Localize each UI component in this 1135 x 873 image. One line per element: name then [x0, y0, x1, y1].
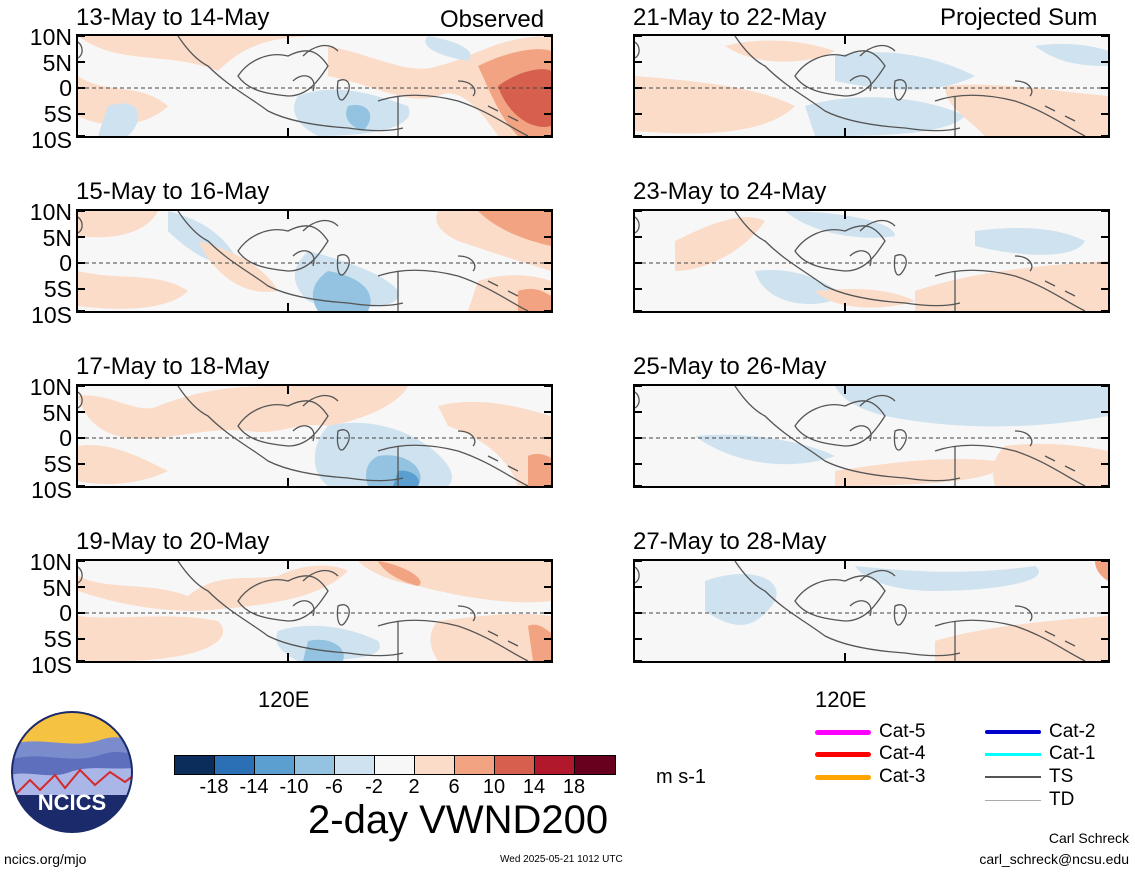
- legend-item: Cat-4: [815, 743, 925, 765]
- panel-title: 13-May to 14-May: [76, 4, 270, 31]
- colorbar-swatch: [375, 756, 415, 774]
- panel-title: 21-May to 22-May: [633, 4, 827, 31]
- colorbar-swatch: [295, 756, 335, 774]
- legend-swatch: [815, 774, 871, 780]
- lat-label: 0: [59, 600, 72, 626]
- lat-label: 5S: [43, 276, 72, 302]
- legend-item: Cat-2: [985, 721, 1095, 743]
- legend-item: TD: [985, 789, 1074, 811]
- colorbar-tick-label: 10: [482, 776, 506, 798]
- lat-label: 0: [59, 250, 72, 276]
- map-panel: [76, 34, 553, 138]
- panel-title: 17-May to 18-May: [76, 353, 270, 380]
- lat-label: 5S: [43, 626, 72, 652]
- map-panel: [76, 559, 553, 663]
- colorbar-tick-label: 18: [562, 776, 586, 798]
- colorbar-tick-label: -18: [199, 776, 229, 798]
- legend-item: Cat-3: [815, 766, 925, 788]
- legend-swatch: [985, 730, 1041, 734]
- legend-item: Cat-5: [815, 721, 925, 743]
- colorbar-units: m s-1: [656, 766, 706, 788]
- legend-label: Cat-4: [879, 743, 926, 764]
- legend-swatch: [985, 799, 1041, 801]
- panel-title: 23-May to 24-May: [633, 178, 827, 205]
- ncics-logo: NCICS: [10, 710, 134, 834]
- legend-item: TS: [985, 766, 1073, 788]
- lon-label: 120E: [258, 687, 310, 712]
- panel-title: 19-May to 20-May: [76, 528, 270, 555]
- map-panel: [633, 384, 1110, 488]
- panel-title: 15-May to 16-May: [76, 178, 270, 205]
- map-panel: [633, 209, 1110, 313]
- legend-label: Cat-1: [1049, 743, 1096, 764]
- map-panel: [76, 384, 553, 488]
- lat-label: 5N: [42, 575, 72, 601]
- colorbar-swatch: [335, 756, 375, 774]
- colorbar-tick-label: -10: [279, 776, 309, 798]
- panel-title: 25-May to 26-May: [633, 353, 827, 380]
- footer-timestamp: Wed 2025-05-21 1012 UTC: [500, 854, 623, 865]
- colorbar-swatch: [535, 756, 575, 774]
- colorbar-swatch: [455, 756, 495, 774]
- lat-label: 0: [59, 425, 72, 451]
- observed-label: Observed: [440, 6, 545, 33]
- colorbar-tick-label: 2: [408, 776, 420, 798]
- colorbar-swatch: [175, 756, 215, 774]
- projected-label: Projected Sum: [940, 4, 1098, 31]
- legend-item: Cat-1: [985, 743, 1095, 765]
- legend-swatch: [985, 752, 1041, 756]
- lat-label: 10S: [31, 652, 72, 678]
- map-panel: [76, 209, 553, 313]
- colorbar-swatch: [215, 756, 255, 774]
- colorbar-tick-label: -14: [239, 776, 269, 798]
- colorbar: [174, 755, 616, 775]
- map-panel: [633, 559, 1110, 663]
- colorbar-swatch: [575, 756, 615, 774]
- lon-label: 120E: [815, 687, 867, 712]
- legend-label: Cat-5: [879, 721, 926, 742]
- panel-title: 27-May to 28-May: [633, 528, 827, 555]
- lat-label: 10N: [29, 199, 72, 225]
- legend-label: TD: [1049, 789, 1075, 810]
- logo-text: NCICS: [38, 790, 106, 815]
- map-panel: [633, 34, 1110, 138]
- lat-label: 5S: [43, 451, 72, 477]
- lat-label: 5S: [43, 101, 72, 127]
- legend-label: Cat-3: [879, 766, 926, 787]
- lat-label: 10S: [31, 477, 72, 503]
- figure-title: 2-day VWND200: [308, 798, 609, 842]
- footer-author: Carl Schreck: [1048, 830, 1129, 846]
- colorbar-swatch: [255, 756, 295, 774]
- colorbar-swatch: [495, 756, 535, 774]
- lat-label: 10S: [31, 302, 72, 328]
- colorbar-tick-label: -6: [325, 776, 343, 798]
- legend-swatch: [815, 751, 871, 757]
- lat-label: 5N: [42, 50, 72, 76]
- legend-label: Cat-2: [1049, 721, 1096, 742]
- lat-label: 10N: [29, 374, 72, 400]
- colorbar-swatch: [415, 756, 455, 774]
- legend-swatch: [815, 729, 871, 735]
- lat-label: 5N: [42, 400, 72, 426]
- legend-label: TS: [1049, 766, 1074, 787]
- lat-label: 10S: [31, 127, 72, 153]
- legend-swatch: [985, 776, 1041, 778]
- colorbar-tick-label: -2: [365, 776, 383, 798]
- colorbar-tick-label: 14: [522, 776, 546, 798]
- lat-label: 0: [59, 75, 72, 101]
- footer-url[interactable]: ncics.org/mjo: [4, 851, 87, 867]
- colorbar-tick-label: 6: [448, 776, 460, 798]
- lat-label: 10N: [29, 549, 72, 575]
- lat-label: 5N: [42, 225, 72, 251]
- lat-label: 10N: [29, 24, 72, 50]
- footer-email[interactable]: carl_schreck@ncsu.edu: [979, 851, 1129, 867]
